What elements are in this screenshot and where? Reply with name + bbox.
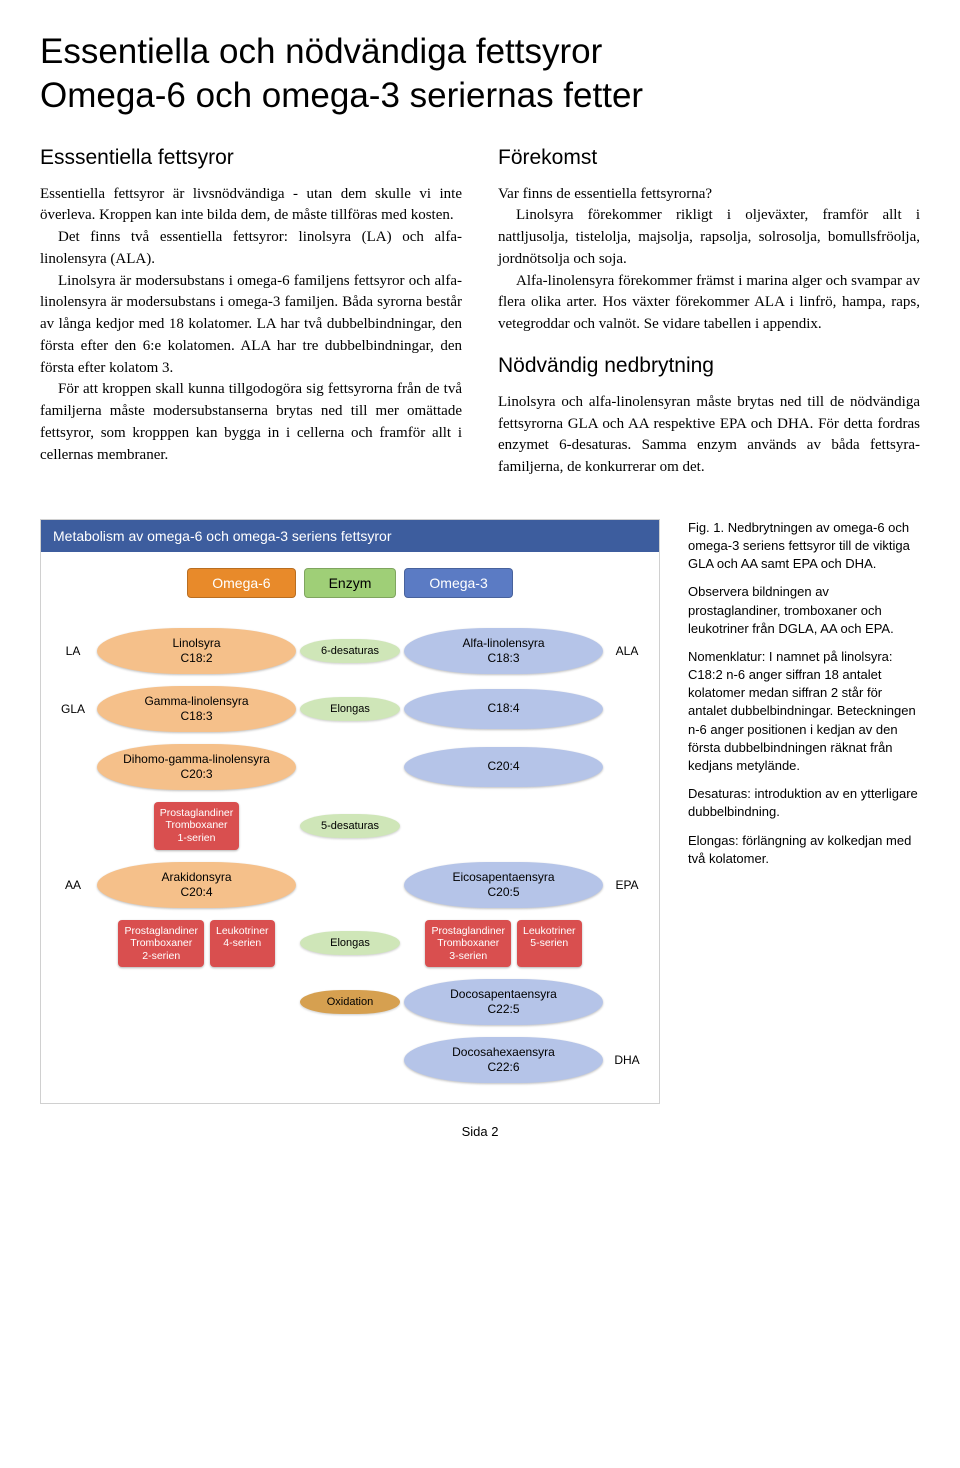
title-line-1: Essentiella och nödvändiga fettsyror	[40, 32, 602, 71]
fatty-acid-node: ArakidonsyraC20:4	[97, 862, 296, 908]
heading-nedbrytning: Nödvändig nedbrytning	[498, 354, 920, 378]
diagram-legend: Omega-6 Enzym Omega-3	[53, 568, 647, 598]
right-body-nedbrytning: Linolsyra och alfa-linolensyran måste br…	[498, 392, 920, 479]
abbr-label: ALA	[607, 644, 647, 658]
fatty-acid-node: Gamma-linolensyraC18:3	[97, 686, 296, 732]
enzyme-node: Elongas	[300, 697, 400, 721]
right-column: Förekomst Var finns de essentiella fetts…	[498, 146, 920, 479]
fatty-acid-node: DocosahexaensyraC22:6	[404, 1037, 603, 1083]
right-body-forekomst: Var finns de essentiella fettsyrorna? Li…	[498, 184, 920, 336]
product-box: ProstaglandinerTromboxaner2-serien	[118, 920, 204, 968]
abbr-label: AA	[53, 878, 93, 892]
abbr-label: DHA	[607, 1053, 647, 1067]
legend-omega3: Omega-3	[404, 568, 512, 598]
product-row: ProstaglandinerTromboxaner1-serien	[93, 802, 300, 850]
page-title: Essentiella och nödvändiga fettsyror Ome…	[40, 30, 920, 118]
fatty-acid-node: Alfa-linolensyraC18:3	[404, 628, 603, 674]
left-body: Essentiella fettsyror är livsnödvändiga …	[40, 184, 462, 467]
diagram-title: Metabolism av omega-6 och omega-3 serien…	[41, 520, 659, 552]
right-pn1: Linolsyra och alfa-linolensyran måste br…	[498, 392, 920, 479]
figure-caption: Fig. 1. Nedbrytningen av omega-6 och ome…	[688, 519, 920, 878]
fatty-acid-node: C20:4	[404, 747, 603, 787]
heading-forekomst: Förekomst	[498, 146, 920, 170]
enzyme-node: 5-desaturas	[300, 814, 400, 838]
enzyme-node: 6-desaturas	[300, 639, 400, 663]
abbr-label: GLA	[53, 702, 93, 716]
left-p2: Det finns två essentiella fettsyror: lin…	[40, 227, 462, 271]
pathway-grid: LA LinolsyraC18:26-desaturasAlfa-linolens…	[53, 628, 647, 1084]
abbr-label: LA	[53, 644, 93, 658]
left-p4: För att kroppen skall kunna tillgodogöra…	[40, 379, 462, 466]
fatty-acid-node: C18:4	[404, 689, 603, 729]
metabolism-diagram: Metabolism av omega-6 och omega-3 serien…	[40, 519, 660, 1105]
caption-p3: Nomenklatur: I namnet på linolsyra: C18:…	[688, 648, 920, 775]
left-p1: Essentiella fettsyror är livsnödvändiga …	[40, 184, 462, 228]
left-p3: Linolsyra är modersubstans i omega-6 fam…	[40, 271, 462, 380]
fatty-acid-node: DocosapentaensyraC22:5	[404, 979, 603, 1025]
fatty-acid-node: EicosapentaensyraC20:5	[404, 862, 603, 908]
enzyme-node: Elongas	[300, 931, 400, 955]
caption-p4: Desaturas: introduktion av en ytterligar…	[688, 785, 920, 821]
right-pf3: Alfa-linolensyra förekommer främst i mar…	[498, 271, 920, 336]
legend-omega6: Omega-6	[187, 568, 295, 598]
right-pf2: Linolsyra förekommer rikligt i oljeväxte…	[498, 205, 920, 270]
product-row: ProstaglandinerTromboxaner2-serienLeukot…	[93, 920, 300, 968]
lower-section: Metabolism av omega-6 och omega-3 serien…	[40, 519, 920, 1105]
product-box: Leukotriner5-serien	[517, 920, 582, 968]
caption-p5: Elongas: förlängning av kolkedjan med tv…	[688, 832, 920, 868]
abbr-label: EPA	[607, 878, 647, 892]
intro-columns: Esssentiella fettsyror Essentiella fetts…	[40, 146, 920, 479]
title-line-2: Omega-6 och omega-3 seriernas fetter	[40, 76, 643, 115]
right-pf1: Var finns de essentiella fettsyrorna?	[498, 184, 920, 206]
heading-essential: Esssentiella fettsyror	[40, 146, 462, 170]
product-box: ProstaglandinerTromboxaner3-serien	[425, 920, 511, 968]
caption-p1: Fig. 1. Nedbrytningen av omega-6 och ome…	[688, 519, 920, 574]
enzyme-node: Oxidation	[300, 990, 400, 1014]
fatty-acid-node: LinolsyraC18:2	[97, 628, 296, 674]
product-box: Leukotriner4-serien	[210, 920, 275, 968]
caption-p2: Observera bildningen av prostaglandiner,…	[688, 583, 920, 638]
product-box: ProstaglandinerTromboxaner1-serien	[154, 802, 240, 850]
fatty-acid-node: Dihomo-gamma-linolensyraC20:3	[97, 744, 296, 790]
diagram-body: Omega-6 Enzym Omega-3 LA LinolsyraC18:26-…	[41, 552, 659, 1104]
legend-enzyme: Enzym	[304, 568, 397, 598]
page-number: Sida 2	[40, 1124, 920, 1139]
product-row: ProstaglandinerTromboxaner3-serienLeukot…	[400, 920, 607, 968]
left-column: Esssentiella fettsyror Essentiella fetts…	[40, 146, 462, 479]
